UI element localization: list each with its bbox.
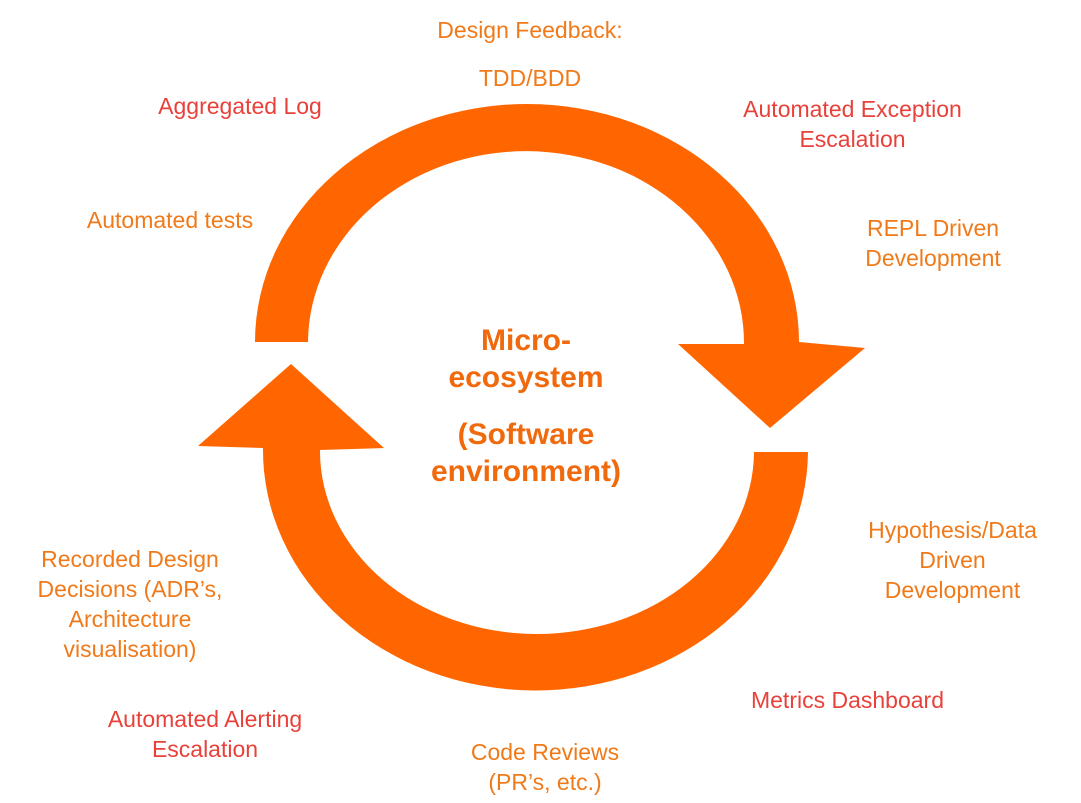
automated-alerting-line-1: Automated Alerting: [107, 706, 303, 732]
code-reviews-label: Code Reviews (PR’s, etc.): [440, 737, 650, 797]
hypothesis-line-1: Hypothesis/Data: [868, 517, 1037, 543]
recorded-design-label: Recorded Design Decisions (ADR’s, Archit…: [10, 544, 250, 664]
recorded-design-line-2: Decisions (ADR’s,: [37, 576, 223, 602]
hypothesis-line-3: Development: [884, 577, 1021, 603]
design-feedback-line-1: Design Feedback:: [437, 17, 623, 43]
recorded-design-line-3: Architecture: [68, 606, 192, 632]
automated-alerting-line-2: Escalation: [151, 736, 259, 762]
code-reviews-line-1: Code Reviews: [470, 739, 620, 765]
hypothesis-label: Hypothesis/Data Driven Development: [845, 515, 1060, 605]
hypothesis-line-2: Driven: [919, 547, 986, 573]
recorded-design-line-4: visualisation): [63, 636, 197, 662]
repl-line-1: REPL Driven: [866, 215, 1000, 241]
repl-line-2: Development: [865, 245, 1001, 271]
center-title: Micro- ecosystem (Software environment): [376, 322, 676, 490]
automated-tests-label: Automated tests: [86, 207, 254, 233]
design-feedback-line-2: TDD/BDD: [478, 65, 582, 91]
top-cycle-arrow: [255, 104, 865, 428]
center-line-4: environment): [430, 455, 622, 488]
center-gap: [376, 396, 676, 416]
design-feedback-label: Design Feedback: TDD/BDD: [400, 6, 660, 102]
automated-exception-line-1: Automated Exception: [743, 96, 962, 122]
automated-exception-line-2: Escalation: [799, 126, 906, 152]
recorded-design-line-1: Recorded Design: [41, 546, 219, 572]
repl-driven-label: REPL Driven Development: [838, 213, 1028, 273]
automated-exception-label: Automated Exception Escalation: [715, 94, 990, 154]
aggregated-log-label: Aggregated Log: [158, 93, 322, 119]
center-line-3: (Software: [457, 418, 595, 451]
code-reviews-line-2: (PR’s, etc.): [488, 769, 602, 795]
center-line-1: Micro-: [481, 324, 571, 357]
center-line-2: ecosystem: [448, 361, 604, 394]
bottom-cycle-arrow: [198, 364, 808, 691]
metrics-dashboard-label: Metrics Dashboard: [750, 687, 945, 713]
automated-alerting-label: Automated Alerting Escalation: [80, 704, 330, 764]
